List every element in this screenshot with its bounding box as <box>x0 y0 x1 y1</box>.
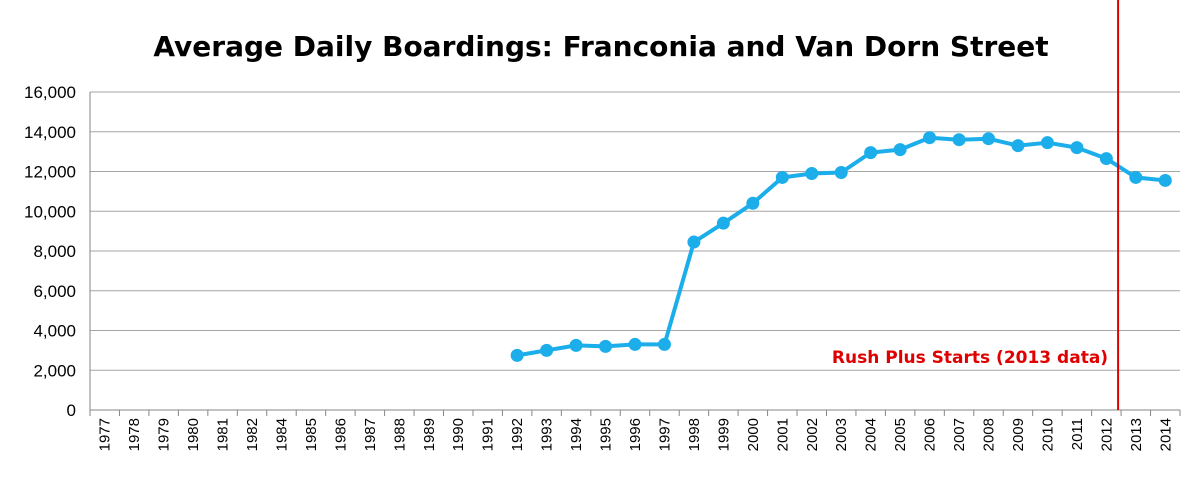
data-point <box>746 196 760 210</box>
x-tick-label: 1994 <box>568 418 585 451</box>
x-tick-label: 1978 <box>126 418 143 451</box>
x-tick-label: 2011 <box>1069 418 1086 450</box>
data-point <box>982 132 996 146</box>
series-group <box>510 131 1172 362</box>
x-tick-label: 1988 <box>391 418 408 451</box>
x-tick-label: 2003 <box>833 418 850 451</box>
x-tick-label: 1995 <box>598 418 615 451</box>
data-point <box>1129 170 1143 184</box>
gridlines <box>90 91 1180 371</box>
x-tick-label: 2000 <box>745 418 762 451</box>
data-point <box>1158 173 1172 187</box>
x-axis-ticks: 1977 1978 1979 1980 1981 1982 1984 1985 1986 1987… <box>97 418 1175 451</box>
x-tick-label: 2008 <box>981 418 998 451</box>
data-point <box>687 235 701 249</box>
x-tick-label: 1989 <box>421 418 438 451</box>
data-point <box>540 343 554 357</box>
data-point <box>952 133 966 147</box>
data-point <box>569 338 583 352</box>
x-tick-label: 1981 <box>215 418 232 451</box>
y-tick-label: 14,000 <box>24 123 76 142</box>
x-tick-label: 2010 <box>1039 418 1056 451</box>
data-point <box>1040 136 1054 150</box>
x-tick-label: 1979 <box>156 418 173 451</box>
data-point <box>775 170 789 184</box>
x-tick-label: 2006 <box>922 418 939 451</box>
axes <box>89 92 1181 416</box>
rush-plus-label: Rush Plus Starts (2013 data) <box>832 348 1108 368</box>
x-tick-label: 2014 <box>1157 418 1174 451</box>
y-tick-label: 12,000 <box>24 163 76 182</box>
chart-title: Average Daily Boardings: Franconia and V… <box>153 30 1048 63</box>
data-point <box>510 348 524 362</box>
y-tick-label: 8,000 <box>33 242 76 261</box>
data-point <box>864 146 878 160</box>
data-point <box>923 131 937 145</box>
x-tick-label: 1987 <box>362 418 379 451</box>
x-tick-label: 2013 <box>1128 418 1145 451</box>
x-tick-label: 1992 <box>509 418 526 451</box>
x-tick-label: 1986 <box>332 418 349 451</box>
x-tick-label: 2007 <box>951 418 968 451</box>
x-tick-label: 2005 <box>892 418 909 451</box>
x-tick-label: 2002 <box>804 418 821 451</box>
x-tick-label: 1980 <box>185 418 202 451</box>
x-tick-label: 1985 <box>303 418 320 451</box>
y-tick-label: 10,000 <box>24 202 76 221</box>
x-tick-label: 1993 <box>539 418 556 451</box>
x-tick-label: 1991 <box>480 418 497 451</box>
y-tick-label: 4,000 <box>33 322 76 341</box>
data-point <box>716 216 730 230</box>
x-tick-label: 2009 <box>1010 418 1027 451</box>
data-point <box>599 339 613 353</box>
x-tick-label: 1982 <box>244 418 261 451</box>
annotation-group: Rush Plus Starts (2013 data) <box>832 0 1120 410</box>
data-point <box>657 337 671 351</box>
data-point <box>805 166 819 180</box>
x-tick-label: 1997 <box>656 418 673 451</box>
data-point <box>834 165 848 179</box>
data-point <box>1070 141 1084 155</box>
x-tick-label: 1984 <box>273 418 290 451</box>
y-tick-label: 16,000 <box>24 83 76 102</box>
x-tick-label: 1977 <box>97 418 114 451</box>
x-tick-label: 2004 <box>863 418 880 451</box>
y-axis-ticks: 0 2,000 4,000 6,000 8,000 10,000 12,000 14,000 1… <box>24 83 76 420</box>
x-tick-label: 1998 <box>686 418 703 451</box>
x-tick-label: 1999 <box>715 418 732 451</box>
x-tick-label: 1996 <box>627 418 644 451</box>
x-tick-label: 1990 <box>450 418 467 451</box>
y-tick-label: 2,000 <box>33 361 76 380</box>
data-point <box>1099 152 1113 166</box>
x-tick-label: 2001 <box>774 418 791 451</box>
x-tick-label: 2012 <box>1098 418 1115 451</box>
data-point <box>628 337 642 351</box>
y-tick-label: 6,000 <box>33 282 76 301</box>
data-point <box>893 143 907 157</box>
data-point <box>1011 139 1025 153</box>
y-tick-label: 0 <box>67 401 76 420</box>
